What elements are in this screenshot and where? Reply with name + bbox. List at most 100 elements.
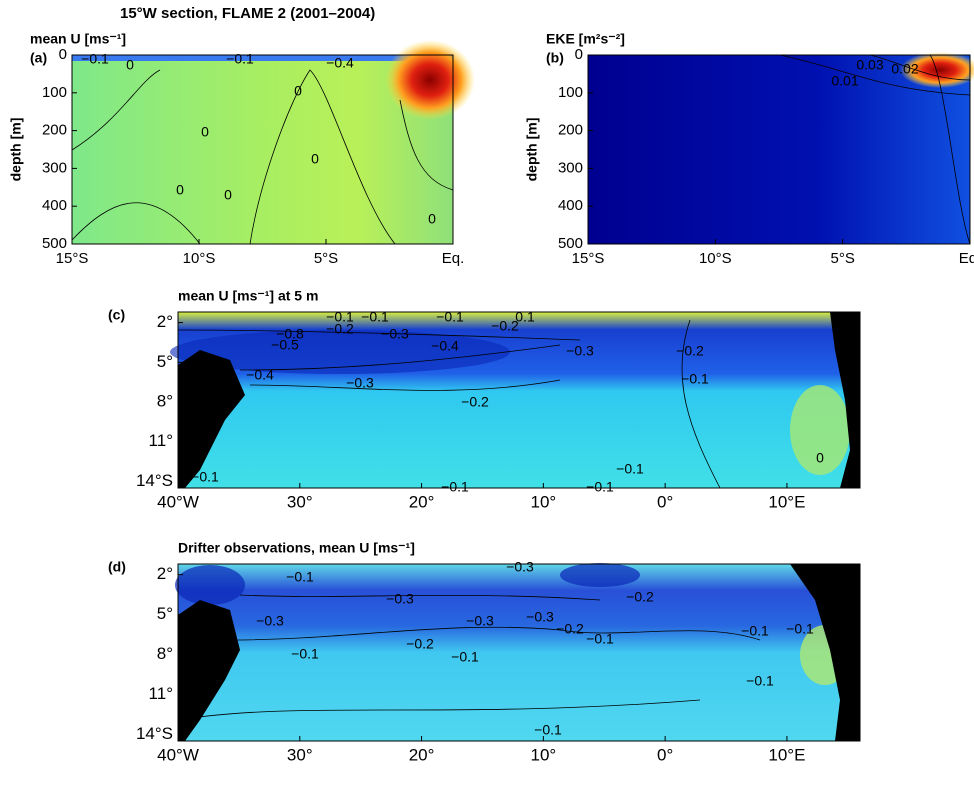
- x-tick-label: 30°: [287, 745, 313, 764]
- x-tick-label: 10°E: [768, 745, 805, 764]
- y-tick-label: 300: [558, 159, 583, 176]
- y-tick-label: 100: [42, 84, 67, 101]
- contour-label: −0.1: [361, 309, 389, 325]
- contour-label: 0: [176, 182, 184, 198]
- contour-label: 0.1: [515, 309, 535, 325]
- contour-label: −0.2: [556, 621, 584, 637]
- y-tick-label: 0: [575, 46, 583, 63]
- contour-label: −0.1: [586, 479, 614, 495]
- panel-label: (c): [108, 307, 125, 323]
- contour-label: −0.3: [346, 375, 374, 391]
- panel-title: EKE [m²s⁻²]: [546, 31, 625, 47]
- contour-label: −0.1: [326, 309, 354, 325]
- contour-label: −0.3: [506, 559, 534, 575]
- contour-label: −0.1: [191, 469, 219, 485]
- field-band: [175, 565, 245, 605]
- contour-label: 0: [224, 187, 232, 203]
- panel-label: (a): [30, 50, 47, 66]
- contour-label: −0.2: [626, 589, 654, 605]
- land: [178, 350, 245, 488]
- x-tick-label: 30°: [287, 492, 313, 511]
- contour-label: −0.4: [431, 338, 459, 354]
- contour-label: −0.2: [491, 318, 519, 334]
- y-tick-label: 400: [42, 197, 67, 214]
- y-axis-label: depth [m]: [524, 118, 540, 182]
- contour-label: −0.1: [436, 309, 464, 325]
- y-tick-label: 300: [42, 159, 67, 176]
- contour-label: −0.1: [534, 722, 562, 738]
- contour-label: −0.3: [381, 326, 409, 342]
- contour-label: 0: [816, 450, 824, 466]
- contour-label: −0.4: [326, 55, 354, 71]
- land: [790, 564, 860, 741]
- y-tick-label: 500: [558, 235, 583, 252]
- contour-label: −0.1: [741, 623, 769, 639]
- contour-label: 0: [311, 151, 319, 167]
- field: [178, 564, 860, 741]
- panel-title: mean U [ms⁻¹] at 5 m: [178, 288, 318, 304]
- panel-label: (b): [546, 50, 564, 66]
- contour-label: 0: [201, 124, 209, 140]
- x-tick-label: Eq.: [442, 250, 465, 267]
- contour: [779, 54, 971, 245]
- panel-title: Drifter observations, mean U [ms⁻¹]: [178, 540, 415, 556]
- x-tick-label: 0°: [657, 492, 673, 511]
- contour-label: −0.3: [466, 613, 494, 629]
- contour-label: −0.1: [616, 461, 644, 477]
- contour-label: −0.1: [586, 631, 614, 647]
- plot-frame: [587, 54, 971, 245]
- contour-label: −0.1: [786, 621, 814, 637]
- y-axis-label: depth [m]: [8, 118, 24, 182]
- plot-frame: [71, 54, 454, 245]
- y-tick-label: 5°: [157, 604, 173, 623]
- x-tick-label: 15°S: [572, 250, 605, 267]
- contour-label: 0.01: [831, 73, 858, 89]
- x-tick-label: 10°S: [183, 250, 216, 267]
- y-tick-label: 500: [42, 235, 67, 252]
- contour: [71, 69, 454, 245]
- y-tick-label: 400: [558, 197, 583, 214]
- field-patch: [790, 385, 850, 475]
- x-tick-label: 10°: [530, 745, 556, 764]
- contour-label: −0.1: [226, 51, 254, 67]
- x-tick-label: 20°: [409, 745, 435, 764]
- contour-label: −0.3: [526, 609, 554, 625]
- y-tick-label: 5°: [157, 352, 173, 371]
- y-tick-label: 8°: [157, 391, 173, 410]
- y-tick-label: 2°: [157, 564, 173, 583]
- y-tick-label: 14°S: [136, 471, 173, 490]
- y-tick-label: 0: [59, 46, 67, 63]
- x-tick-label: 10°S: [699, 250, 732, 267]
- contour-label: −0.3: [566, 343, 594, 359]
- panel-label: (d): [108, 559, 126, 575]
- x-tick-label: 40°W: [157, 492, 199, 511]
- contour: [177, 594, 761, 721]
- x-tick-label: Eq.: [959, 250, 974, 267]
- field-surface: [72, 55, 453, 61]
- contour-label: −0.4: [246, 367, 274, 383]
- contour-label: −0.1: [81, 51, 109, 67]
- contour-label: −0.2: [406, 636, 434, 652]
- contour-label: 0: [126, 57, 134, 73]
- x-tick-label: 20°: [409, 492, 435, 511]
- panel-title: mean U [ms⁻¹]: [30, 31, 126, 47]
- contour-label: −0.1: [746, 673, 774, 689]
- x-tick-label: 10°E: [768, 492, 805, 511]
- suptitle: 15°W section, FLAME 2 (2001–2004): [120, 5, 375, 22]
- y-tick-label: 200: [558, 122, 583, 139]
- y-tick-label: 11°: [149, 684, 173, 703]
- contour-label: 0.03: [856, 57, 883, 73]
- y-tick-label: 14°S: [136, 724, 173, 743]
- contour-label: −0.1: [441, 479, 469, 495]
- contour: [177, 319, 721, 489]
- field-band: [560, 563, 640, 587]
- x-tick-label: 0°: [657, 745, 673, 764]
- land: [178, 600, 240, 741]
- contour-label: −0.5: [271, 337, 299, 353]
- x-tick-label: 5°S: [314, 250, 338, 267]
- contour-label: −0.3: [256, 613, 284, 629]
- y-tick-label: 11°: [149, 431, 173, 450]
- y-tick-label: 8°: [157, 644, 173, 663]
- x-tick-label: 10°: [530, 492, 556, 511]
